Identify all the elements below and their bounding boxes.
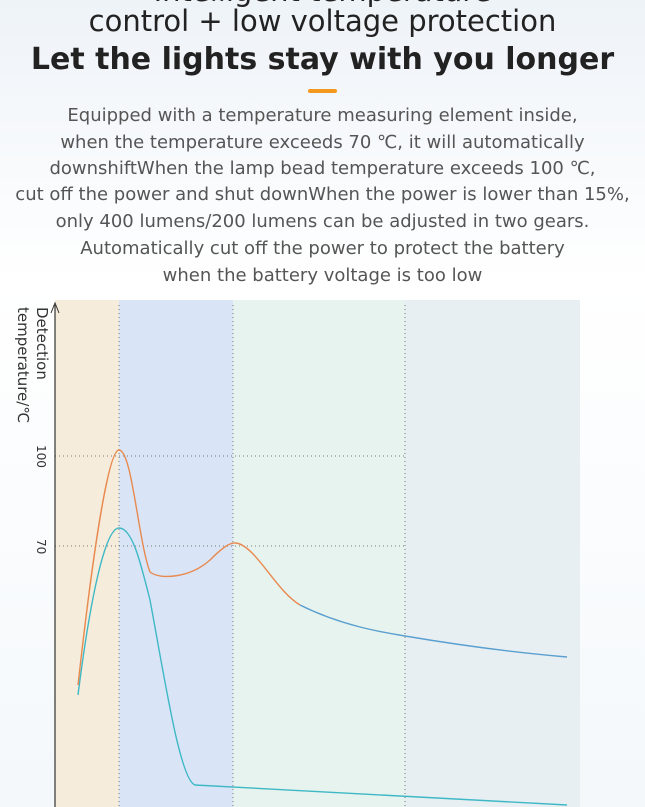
description-line: downshiftWhen the lamp bead temperature …	[49, 158, 596, 179]
description-line: when the temperature exceeds 70 ℃, it wi…	[60, 132, 585, 153]
curve-100	[77, 449, 301, 686]
description-line: cut off the power and shut downWhen the …	[15, 184, 630, 205]
curve-70	[77, 527, 568, 806]
title-line: control + low voltage protection	[88, 4, 557, 38]
zone	[405, 300, 580, 807]
tick-label: 100	[34, 445, 48, 468]
tick-label: 70	[34, 539, 48, 554]
accent-bar	[308, 89, 337, 93]
description-line: Equipped with a temperature measuring el…	[67, 105, 578, 126]
axis-arrow	[50, 301, 60, 314]
description-line: Automatically cut off the power to prote…	[80, 238, 565, 259]
description-line: when the battery voltage is too low	[162, 265, 483, 286]
zone	[55, 300, 119, 807]
curve-tail	[299, 604, 568, 658]
y-axis-label: Detection	[33, 307, 51, 380]
title-line: Let the lights stay with you longer	[30, 42, 615, 77]
description-line: only 400 lumens/200 lumens can be adjust…	[55, 211, 590, 232]
y-axis-label: temperature/℃	[14, 307, 32, 423]
zone	[119, 300, 233, 807]
title-line: Intelligent temperature	[0, 0, 645, 8]
zone	[233, 300, 405, 807]
